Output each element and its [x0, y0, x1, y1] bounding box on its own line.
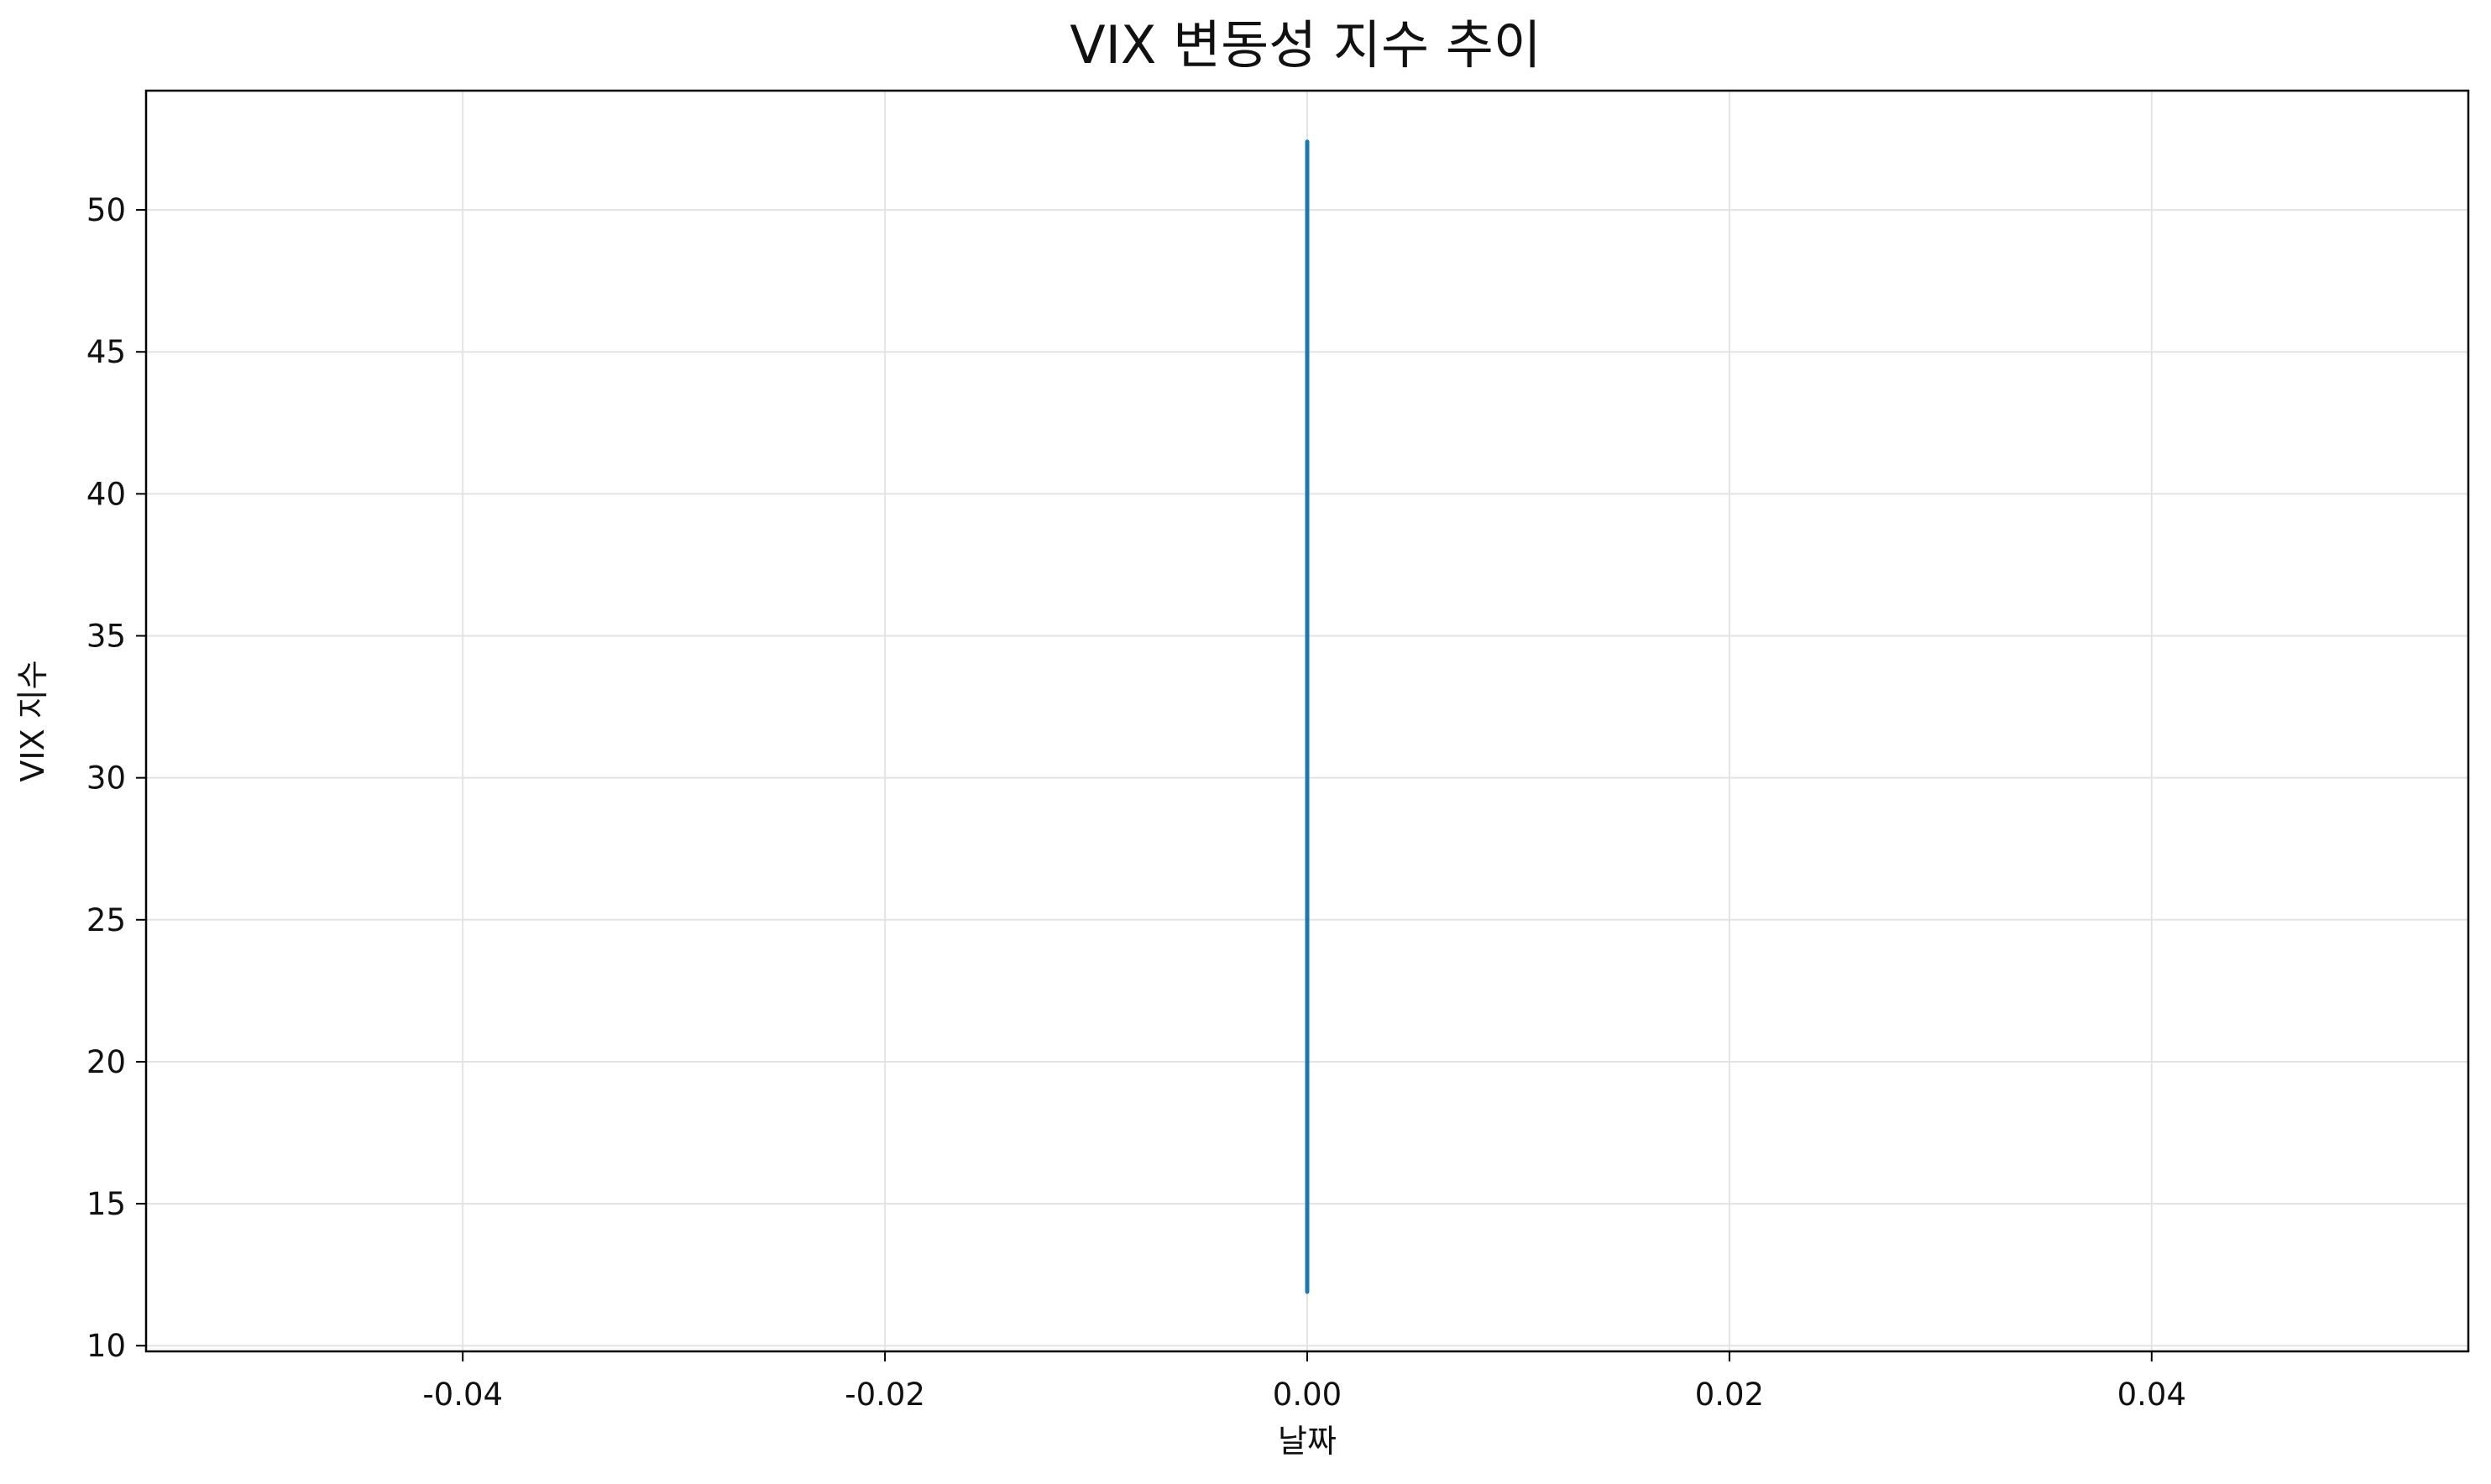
x-tick-label: 0.02	[1695, 1377, 1764, 1413]
x-axis-label: 날짜	[1278, 1423, 1337, 1460]
y-tick-label: 40	[86, 476, 126, 512]
x-axis: -0.04 -0.02 0.00 0.02 0.04	[422, 1351, 2186, 1413]
x-tick-label: 0.00	[1273, 1377, 1342, 1413]
y-axis: 10 15 20 25 30 35 40 45 50	[86, 192, 146, 1364]
x-tick-label: 0.04	[2117, 1377, 2186, 1413]
y-tick-label: 10	[86, 1328, 126, 1364]
x-tick-label: -0.04	[422, 1377, 503, 1413]
y-tick-label: 25	[86, 902, 126, 938]
y-tick-label: 50	[86, 192, 126, 228]
x-tick-label: -0.02	[845, 1377, 925, 1413]
y-tick-label: 35	[86, 619, 126, 655]
chart-title: VIX 변동성 지수 추이	[1070, 14, 1541, 76]
y-axis-label: VIX 지수	[14, 660, 51, 781]
y-tick-label: 45	[86, 334, 126, 370]
y-tick-label: 30	[86, 760, 126, 797]
y-tick-label: 20	[86, 1044, 126, 1080]
y-tick-label: 15	[86, 1186, 126, 1222]
